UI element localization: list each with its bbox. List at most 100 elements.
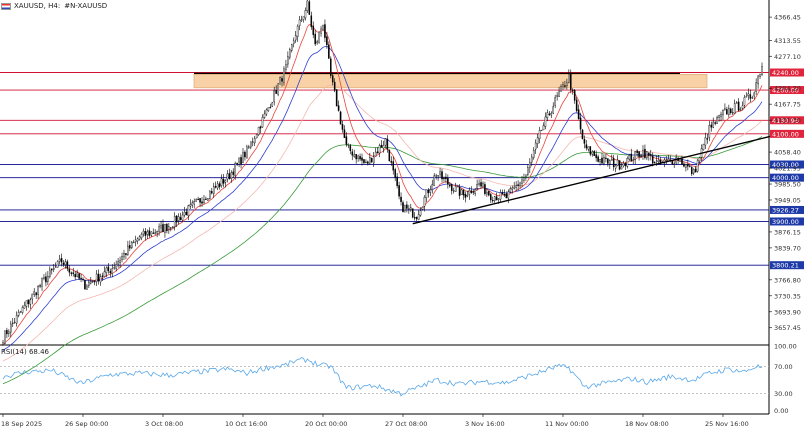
candle-body xyxy=(91,280,94,283)
candle-body xyxy=(644,148,646,158)
candle-body xyxy=(361,157,363,161)
candle-body xyxy=(511,187,514,190)
candle-body xyxy=(402,202,404,213)
candle xyxy=(599,159,601,166)
candle xyxy=(123,249,125,260)
candle-body xyxy=(82,278,84,281)
candle-body xyxy=(164,224,166,233)
candle-body xyxy=(712,121,715,128)
candle-body xyxy=(107,266,110,271)
candle-body xyxy=(724,108,726,110)
candle xyxy=(6,327,8,339)
price-tick-label: 4277.10 xyxy=(774,53,801,61)
candle-body xyxy=(450,184,453,191)
candle xyxy=(630,148,633,162)
candle-body xyxy=(312,25,315,35)
candle-body xyxy=(242,152,244,163)
candle xyxy=(534,139,537,154)
candle-body xyxy=(281,78,283,82)
candle-body xyxy=(507,191,510,199)
candle xyxy=(60,253,63,267)
candle-body xyxy=(538,130,541,139)
candle-body xyxy=(316,41,318,44)
candle xyxy=(27,299,30,308)
candle xyxy=(624,161,627,171)
candle xyxy=(408,204,410,214)
candle-body xyxy=(136,238,139,242)
candle-body xyxy=(704,137,707,146)
candle xyxy=(316,39,318,45)
candle xyxy=(653,161,656,164)
candle-body xyxy=(353,154,355,157)
candle-body xyxy=(439,171,441,175)
candle-body xyxy=(421,206,424,210)
candle-body xyxy=(454,186,457,192)
candle xyxy=(43,274,45,281)
candle-body xyxy=(27,299,30,304)
candle xyxy=(552,102,555,115)
candle-body xyxy=(130,241,133,249)
candle-body xyxy=(86,285,88,290)
candle-body xyxy=(263,113,266,118)
candle xyxy=(363,159,365,165)
candle xyxy=(4,330,6,345)
candle-body xyxy=(466,195,469,197)
candle-body xyxy=(390,160,393,163)
candle-body xyxy=(729,108,732,114)
candle-body xyxy=(341,124,344,130)
candle xyxy=(454,182,457,193)
candle xyxy=(532,147,535,160)
candle xyxy=(523,173,525,184)
candle-body xyxy=(653,162,656,164)
candle-body xyxy=(170,227,172,229)
candle-body xyxy=(575,99,578,111)
level-badge xyxy=(770,116,804,125)
candle xyxy=(562,81,564,90)
candle xyxy=(415,216,418,222)
candle-body xyxy=(527,167,529,175)
candle xyxy=(257,126,260,137)
candle xyxy=(540,129,543,132)
candle-body xyxy=(31,293,34,300)
candle-body xyxy=(246,146,248,159)
candle-body xyxy=(542,125,545,131)
candle xyxy=(558,86,560,98)
candle-body xyxy=(162,224,164,232)
candle-body xyxy=(694,168,697,173)
price-tick-label: 3839.70 xyxy=(774,244,801,252)
candle xyxy=(450,183,453,195)
candle-body xyxy=(349,145,352,151)
candle xyxy=(236,162,238,167)
candle xyxy=(605,153,607,163)
candle xyxy=(13,317,16,324)
candle xyxy=(298,16,301,31)
candle-body xyxy=(646,151,648,159)
candle-body xyxy=(58,258,61,262)
candle xyxy=(158,223,160,236)
candle-body xyxy=(314,33,316,45)
candle-body xyxy=(716,116,718,124)
candle xyxy=(168,223,170,234)
candle xyxy=(505,191,508,199)
candle xyxy=(273,86,275,106)
candle-body xyxy=(687,164,689,167)
level-badge xyxy=(770,205,804,214)
candle-body xyxy=(585,144,588,149)
candle xyxy=(650,149,652,161)
candle-body xyxy=(603,156,605,164)
candle xyxy=(640,153,642,158)
candle xyxy=(712,117,715,129)
candle-body xyxy=(394,169,396,178)
candle xyxy=(466,190,469,198)
candle-body xyxy=(4,330,6,344)
candle xyxy=(542,122,545,131)
candle-body xyxy=(632,159,635,161)
candle xyxy=(570,69,572,94)
candle-body xyxy=(197,198,199,201)
candle-body xyxy=(290,44,293,51)
candle xyxy=(386,135,389,153)
candle xyxy=(23,301,26,309)
candle-body xyxy=(509,188,512,193)
candle xyxy=(294,31,297,43)
